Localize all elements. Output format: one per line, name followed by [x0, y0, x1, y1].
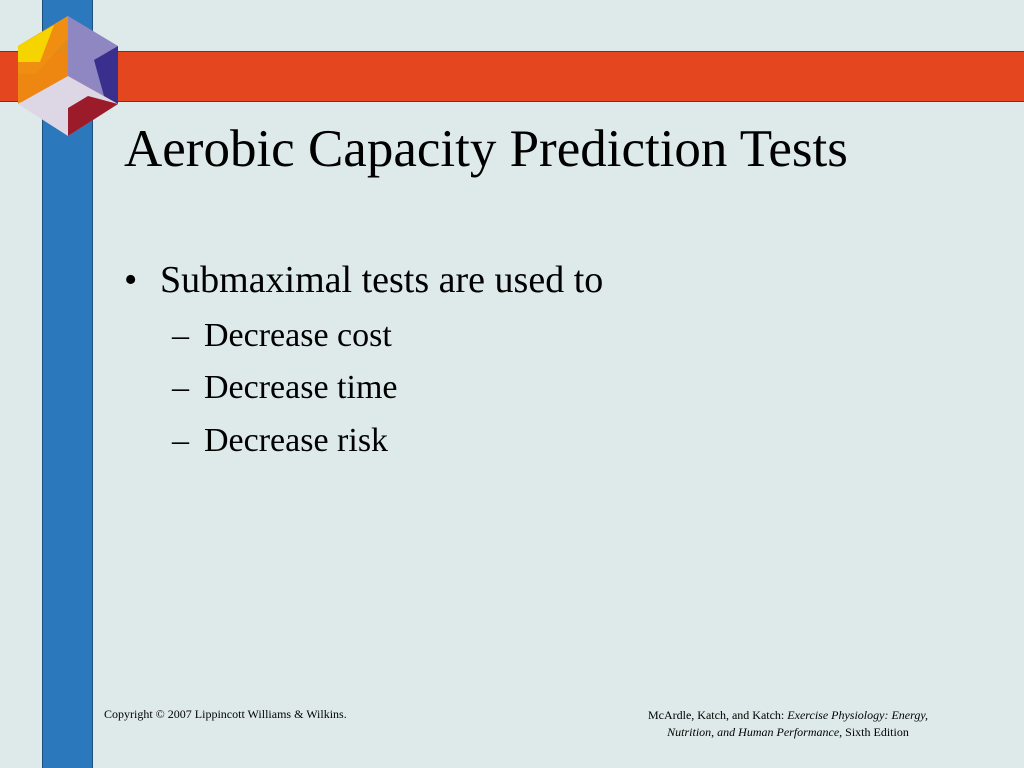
slide-title: Aerobic Capacity Prediction Tests [124, 120, 848, 178]
citation: McArdle, Katch, and Katch: Exercise Phys… [598, 707, 978, 742]
sub-bullet-marker: – [172, 316, 189, 354]
bullet-main-text: Submaximal tests are used to [160, 259, 604, 301]
sub-bullet-text: Decrease cost [204, 316, 392, 354]
hexagon-cube-logo-icon [18, 16, 118, 136]
bullet-list: • Submaximal tests are used to – Decrease… [124, 258, 603, 462]
sub-bullet: – Decrease time [172, 368, 603, 409]
citation-edition: Sixth Edition [845, 725, 909, 740]
sub-bullet: – Decrease risk [172, 421, 603, 462]
sub-bullet-marker: – [172, 422, 189, 460]
sub-bullet-marker: – [172, 369, 189, 407]
bullet-main: • Submaximal tests are used to [124, 258, 603, 304]
sub-bullet-text: Decrease time [204, 369, 398, 407]
decorative-horizontal-bar [0, 51, 1024, 102]
bullet-marker: • [124, 259, 138, 301]
citation-title-line1: Exercise Physiology: Energy, [787, 708, 929, 722]
copyright-notice: Copyright © 2007 Lippincott Williams & W… [104, 707, 347, 721]
citation-authors: McArdle, Katch, and Katch: [647, 708, 785, 722]
sub-bullet: – Decrease cost [172, 316, 603, 357]
citation-title-line2: Nutrition, and Human Performance, [667, 725, 843, 740]
sub-bullet-text: Decrease risk [204, 422, 389, 460]
